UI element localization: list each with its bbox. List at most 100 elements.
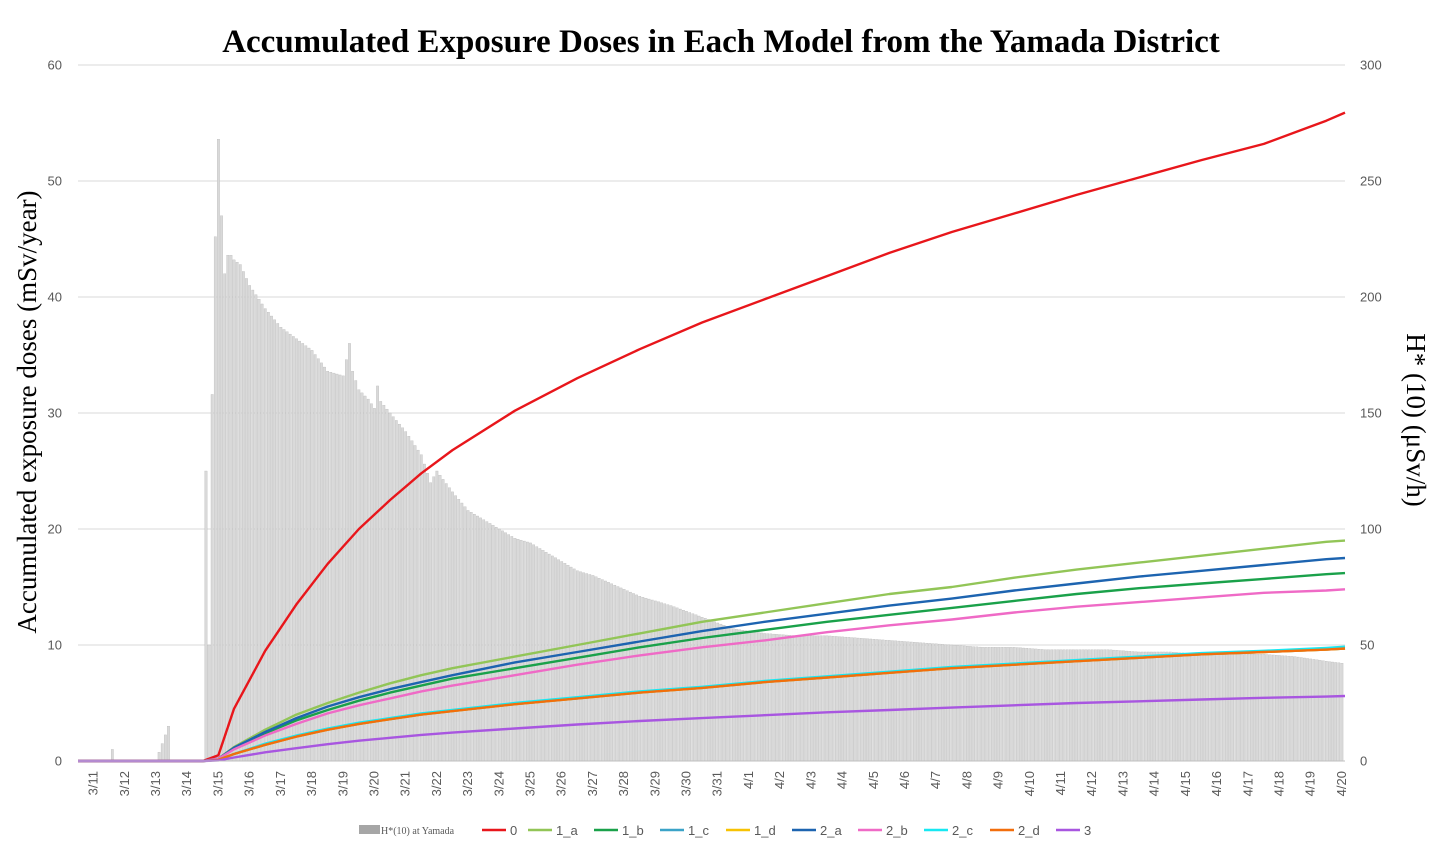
bar — [772, 633, 776, 762]
bar — [1290, 656, 1294, 762]
bar — [507, 534, 511, 762]
bar — [975, 646, 979, 762]
bar — [947, 644, 951, 762]
bar — [510, 536, 514, 762]
bar — [260, 303, 264, 762]
bar — [223, 273, 227, 762]
bar — [313, 354, 317, 762]
bar-series-h10 — [110, 139, 1344, 762]
bar — [629, 591, 632, 762]
x-tick-label: 4/12 — [1084, 771, 1099, 796]
bar — [600, 579, 604, 762]
bar — [710, 620, 713, 762]
bar — [760, 632, 763, 762]
bar — [797, 635, 801, 762]
bar — [444, 483, 448, 762]
x-tick-label: 3/15 — [210, 771, 225, 796]
bar — [869, 638, 873, 762]
bar — [728, 627, 732, 762]
bar — [850, 637, 854, 762]
x-tick-label: 3/30 — [679, 771, 694, 796]
bar — [619, 587, 623, 762]
bar — [279, 327, 283, 762]
bar — [962, 645, 966, 762]
x-tick-label: 3/31 — [710, 771, 725, 796]
bar — [922, 642, 926, 762]
line-series-group — [78, 111, 1346, 763]
bar — [753, 631, 757, 762]
bar — [931, 643, 935, 762]
series-line-2_b — [78, 588, 1346, 763]
legend-label-0: 0 — [510, 823, 517, 838]
bar — [875, 639, 879, 762]
bar — [1078, 649, 1082, 762]
bar — [1200, 654, 1203, 762]
bar — [1265, 654, 1269, 762]
x-tick-label: 3/23 — [460, 771, 475, 796]
bar — [497, 528, 501, 762]
bar — [423, 463, 426, 762]
bar — [1109, 649, 1113, 762]
bar — [906, 641, 910, 762]
x-tick-label: 4/5 — [866, 771, 881, 789]
bar — [978, 646, 982, 762]
bar — [373, 408, 376, 762]
bar — [1278, 655, 1281, 762]
bar — [1296, 656, 1300, 762]
legend-label-1_c: 1_c — [688, 823, 709, 838]
bar — [1090, 649, 1094, 762]
bar — [847, 637, 851, 762]
bar — [1315, 659, 1319, 762]
legend-label-1_a: 1_a — [556, 823, 578, 838]
bar — [828, 635, 832, 762]
bar — [441, 479, 445, 762]
y-tick-label: 50 — [48, 174, 62, 189]
bar — [285, 331, 289, 762]
bar — [263, 308, 267, 762]
bar — [604, 580, 607, 762]
bar — [822, 635, 826, 762]
bar — [254, 294, 258, 762]
legend-label-2_c: 2_c — [952, 823, 973, 838]
bar — [485, 521, 489, 762]
bar — [217, 139, 220, 762]
bar — [925, 642, 929, 762]
x-tick-label: 4/17 — [1240, 771, 1255, 796]
bar — [903, 641, 907, 762]
bar — [476, 515, 479, 762]
y2-tick-label: 200 — [1360, 290, 1382, 305]
bar — [401, 427, 404, 762]
bar — [1225, 654, 1228, 762]
bar — [1106, 649, 1110, 762]
bar — [806, 635, 810, 762]
y2-tick-label: 0 — [1360, 754, 1367, 769]
y-tick-label: 0 — [55, 754, 62, 769]
bar — [813, 635, 816, 762]
bar — [1075, 649, 1078, 762]
bar — [713, 621, 716, 762]
bar — [909, 641, 913, 762]
bar — [597, 578, 601, 762]
bar — [1112, 649, 1116, 762]
bar — [1115, 650, 1119, 762]
bar — [348, 343, 351, 762]
y2-tick-label: 250 — [1360, 174, 1382, 189]
x-tick-label: 3/11 — [86, 771, 101, 795]
series-line-3 — [78, 694, 1346, 763]
bar — [369, 403, 373, 762]
y-tick-label: 20 — [48, 522, 62, 537]
bar — [248, 285, 251, 762]
bar — [1178, 652, 1181, 762]
bar — [288, 333, 292, 762]
x-tick-label: 4/9 — [991, 771, 1006, 789]
x-tick-label: 3/12 — [117, 771, 132, 796]
bar — [276, 323, 280, 762]
bar — [438, 475, 442, 762]
bar — [731, 628, 735, 762]
legend-label-2_b: 2_b — [886, 823, 908, 838]
bar — [320, 362, 323, 762]
bar — [1097, 649, 1100, 762]
bar — [741, 630, 745, 762]
bar — [479, 517, 482, 762]
bar — [267, 312, 270, 762]
